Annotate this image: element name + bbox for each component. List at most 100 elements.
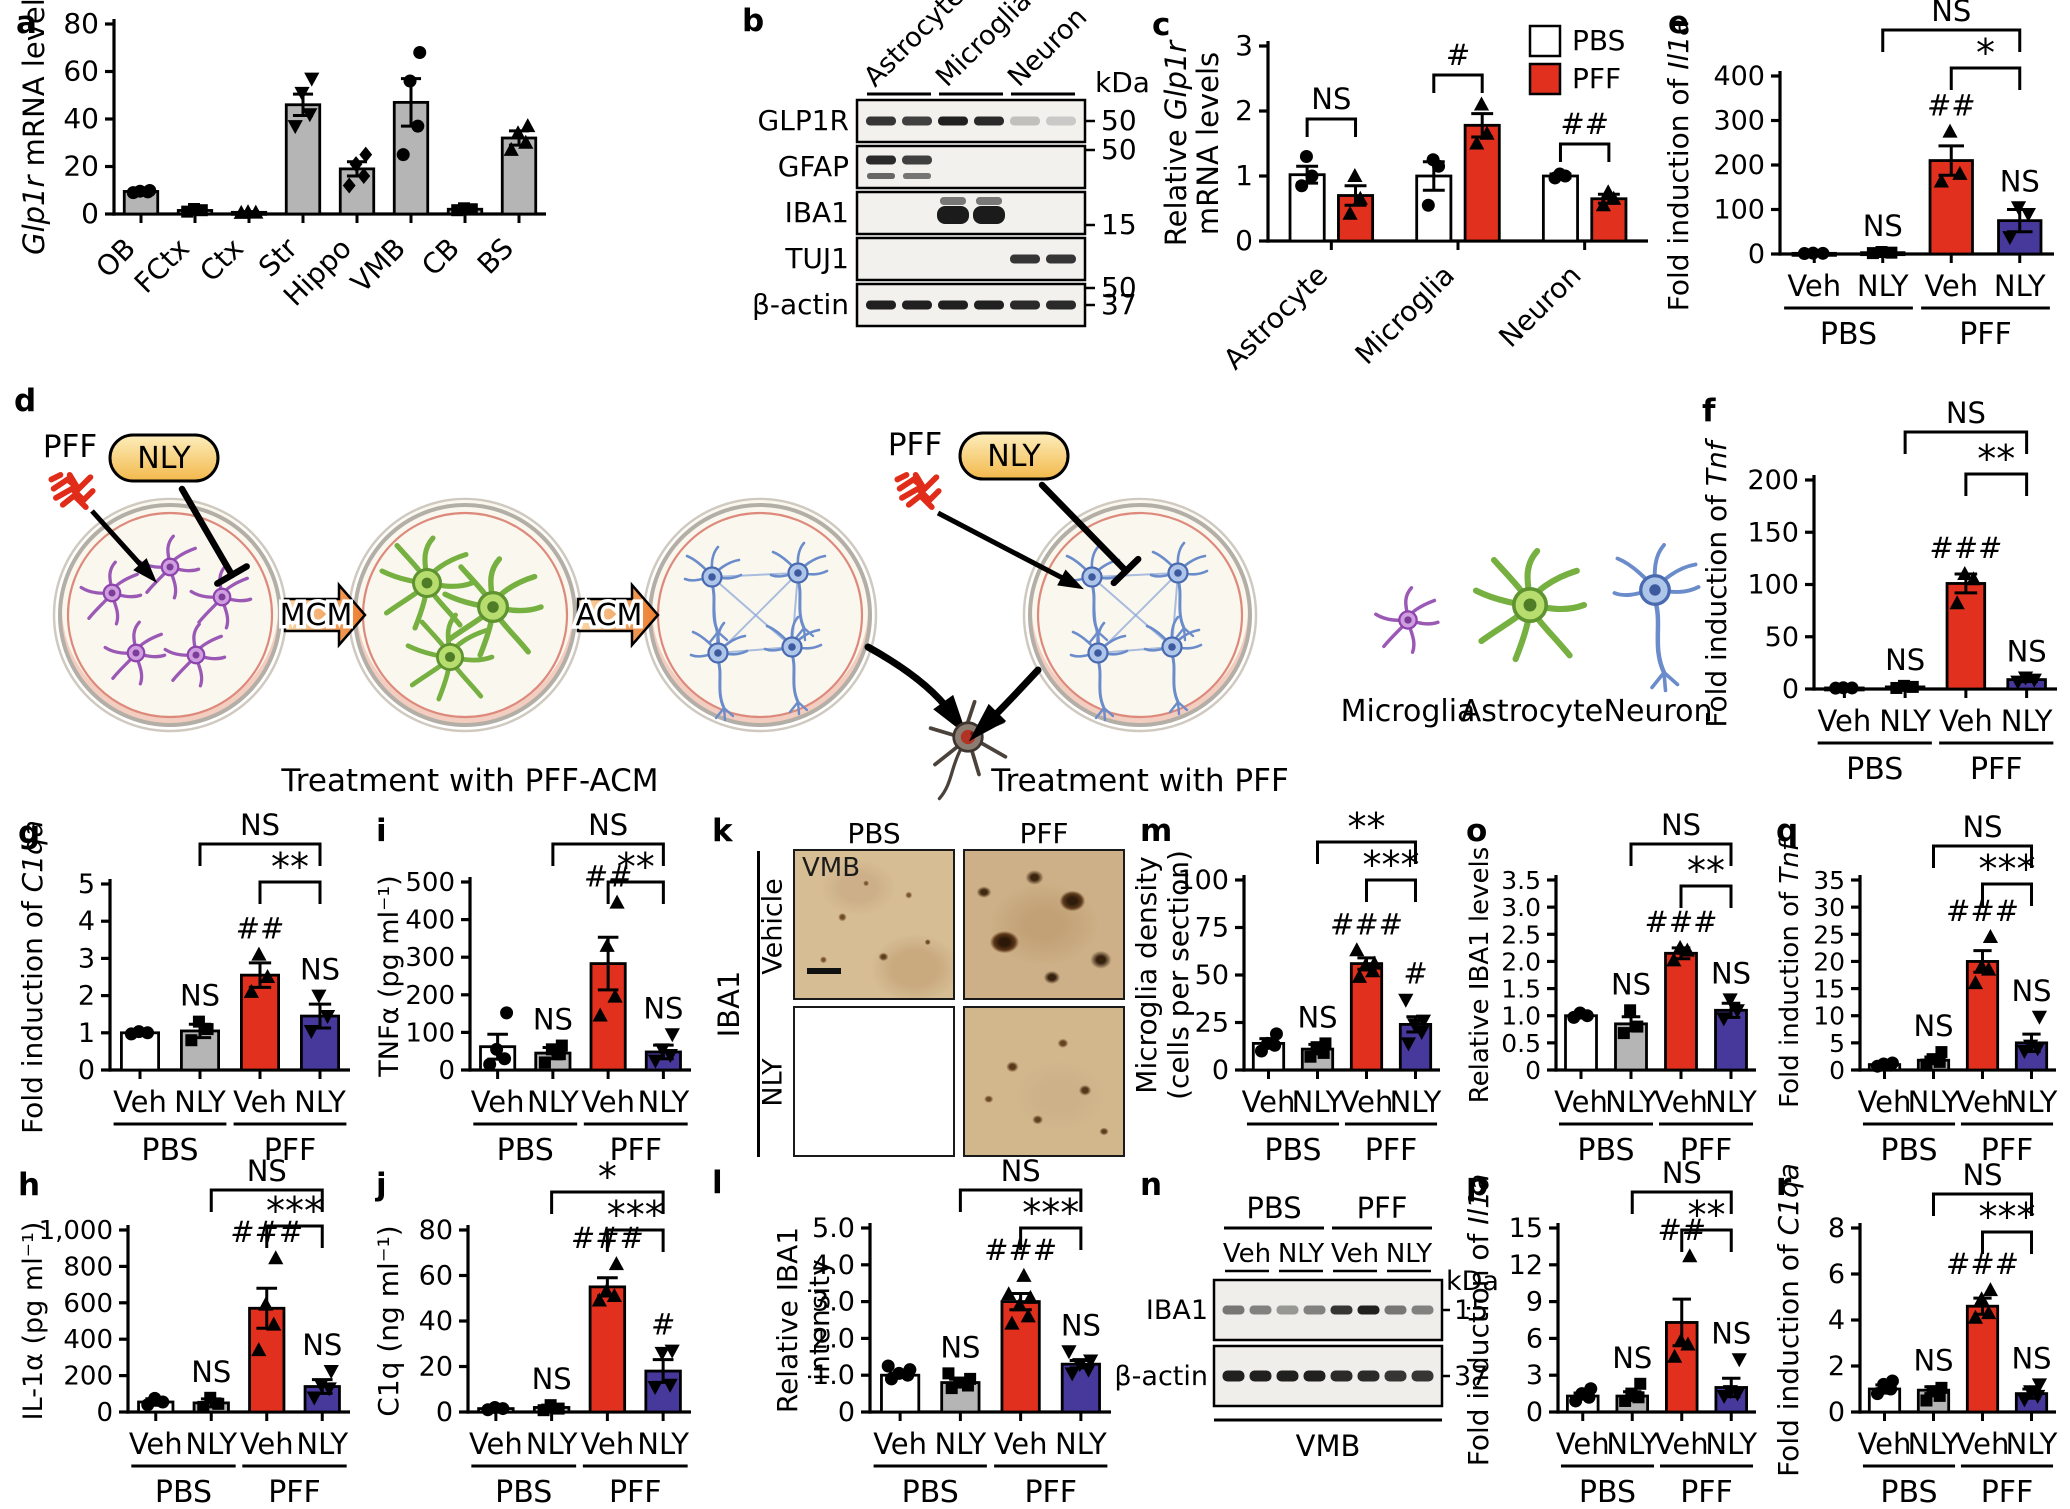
- svg-text:NS: NS: [588, 808, 628, 842]
- svg-text:**: **: [271, 845, 309, 889]
- svg-text:8: 8: [1828, 1213, 1845, 1244]
- svg-text:NLY: NLY: [1390, 1085, 1442, 1119]
- svg-text:PFF: PFF: [1981, 1133, 2034, 1168]
- svg-text:NS: NS: [300, 953, 340, 987]
- svg-text:Veh: Veh: [1223, 1239, 1271, 1269]
- svg-text:PFF: PFF: [1680, 1133, 1733, 1168]
- svg-text:4: 4: [1828, 1305, 1845, 1336]
- panel-letter-p: p: [1466, 1167, 1489, 1203]
- svg-text:15: 15: [1101, 208, 1137, 241]
- svg-text:1.0: 1.0: [1501, 1002, 1541, 1031]
- svg-text:Relative IBA1: Relative IBA1: [771, 1227, 804, 1413]
- svg-text:300: 300: [405, 943, 455, 973]
- svg-text:NS: NS: [1885, 643, 1925, 677]
- svg-text:NLY: NLY: [935, 1427, 987, 1461]
- svg-text:Veh: Veh: [1939, 704, 1993, 738]
- svg-text:NLY: NLY: [185, 1427, 237, 1461]
- svg-text:Veh: Veh: [873, 1427, 927, 1461]
- svg-text:1,000: 1,000: [39, 1216, 113, 1246]
- svg-text:NS: NS: [1711, 1316, 1751, 1350]
- svg-text:PFF: PFF: [1572, 62, 1621, 95]
- svg-text:Ctx: Ctx: [193, 232, 250, 289]
- panel-letter-b: b: [742, 3, 765, 39]
- svg-text:40: 40: [419, 1306, 453, 1337]
- svg-text:4: 4: [78, 906, 95, 937]
- svg-text:200: 200: [1713, 150, 1765, 181]
- panel-letter-q: q: [1776, 813, 1799, 849]
- svg-text:Microglia: Microglia: [1349, 259, 1461, 371]
- svg-text:Veh: Veh: [129, 1427, 183, 1461]
- panel-letter-i: i: [376, 813, 387, 849]
- svg-text:Veh: Veh: [1956, 1427, 2010, 1461]
- svg-text:PBS: PBS: [495, 1475, 552, 1509]
- svg-text:100: 100: [405, 1018, 455, 1048]
- panel-letter-k: k: [712, 813, 733, 849]
- svg-text:300: 300: [1713, 106, 1765, 137]
- svg-text:9: 9: [1526, 1287, 1543, 1318]
- svg-text:FCtx: FCtx: [128, 232, 196, 300]
- svg-text:NS: NS: [1962, 1158, 2002, 1192]
- scale-bar: [807, 968, 841, 974]
- svg-text:0: 0: [1235, 224, 1253, 257]
- svg-text:NLY: NLY: [1908, 1085, 1960, 1119]
- svg-text:50: 50: [1101, 104, 1137, 137]
- svg-text:2.0: 2.0: [1501, 947, 1541, 976]
- svg-text:4.0: 4.0: [812, 1250, 855, 1281]
- svg-text:PBS: PBS: [1264, 1133, 1321, 1168]
- svg-text:15: 15: [1509, 1213, 1543, 1244]
- svg-text:NS: NS: [1711, 956, 1751, 990]
- svg-text:5: 5: [78, 869, 95, 900]
- svg-text:NLY: NLY: [1705, 1085, 1757, 1119]
- svg-text:Veh: Veh: [233, 1085, 287, 1119]
- svg-text:VMB: VMB: [1296, 1429, 1361, 1463]
- svg-text:***: ***: [1022, 1191, 1079, 1235]
- svg-text:0: 0: [1526, 1397, 1543, 1428]
- svg-text:1.0: 1.0: [812, 1360, 855, 1391]
- svg-text:NS: NS: [940, 1330, 980, 1364]
- svg-text:##: ##: [236, 912, 285, 946]
- panel-letter-g: g: [18, 815, 41, 851]
- svg-text:0: 0: [81, 197, 99, 230]
- svg-text:mRNA levels: mRNA levels: [1191, 52, 1225, 235]
- svg-text:Relative IBA1 levels: Relative IBA1 levels: [1465, 847, 1495, 1104]
- ihc-row-label-nly: NLY: [757, 1058, 789, 1107]
- svg-text:Treatment with PFF-ACM: Treatment with PFF-ACM: [280, 763, 658, 799]
- ihc-panel: PBS PFF IBA1 Vehicle NLY VMB: [705, 815, 1127, 1165]
- svg-text:15: 15: [1454, 1295, 1488, 1326]
- svg-text:50: 50: [1765, 622, 1799, 653]
- svg-text:PFF: PFF: [1981, 1475, 2034, 1509]
- svg-text:35: 35: [1813, 866, 1845, 895]
- panel-letter-m: m: [1140, 813, 1173, 849]
- svg-text:80: 80: [419, 1215, 453, 1246]
- svg-text:0: 0: [1782, 674, 1799, 705]
- svg-text:NLY: NLY: [1606, 1427, 1658, 1461]
- svg-text:Glp1r mRNA levels: Glp1r mRNA levels: [17, 0, 51, 255]
- svg-text:25: 25: [1813, 920, 1845, 949]
- chart-tnf-fold-induction: 0 50 100 150 200 Fold induction of Tnf NS ### NS…: [1700, 396, 2057, 787]
- svg-text:NS: NS: [1913, 1009, 1953, 1043]
- svg-text:20: 20: [63, 150, 99, 183]
- ihc-image-nly-pff: [963, 1006, 1125, 1157]
- svg-text:0: 0: [1748, 239, 1765, 270]
- svg-text:NLY: NLY: [637, 1427, 689, 1461]
- panel-letter-h: h: [18, 1167, 41, 1203]
- svg-text:Microglia density: Microglia density: [1130, 856, 1163, 1093]
- svg-text:kDa: kDa: [1095, 66, 1150, 99]
- svg-text:β-actin: β-actin: [752, 288, 849, 321]
- svg-text:Fold induction of C1qa: Fold induction of C1qa: [16, 820, 49, 1134]
- svg-text:0: 0: [1525, 1056, 1541, 1085]
- panel-letter-n: n: [1140, 1167, 1163, 1203]
- svg-text:Veh: Veh: [1554, 1085, 1608, 1119]
- ihc-region-label: VMB: [802, 853, 861, 883]
- svg-text:Veh: Veh: [1654, 1085, 1708, 1119]
- svg-text:0: 0: [436, 1397, 453, 1428]
- svg-text:**: **: [1977, 437, 2015, 481]
